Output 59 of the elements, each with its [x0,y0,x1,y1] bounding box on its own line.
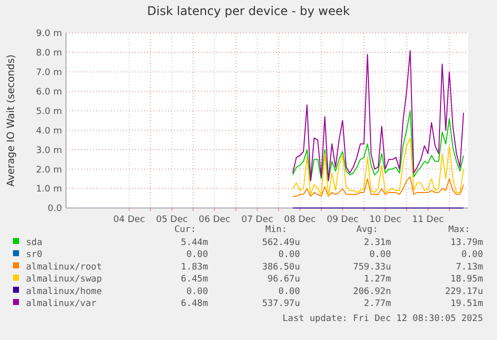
text: 0.00 [186,286,208,297]
text: 0.00 [369,250,391,260]
text: Last update: Fri Dec 12 08:30:05 2025 [282,314,483,324]
x-tick-label: 05 Dec [156,215,188,225]
text: 0.00 [278,286,300,297]
y-tick-label: 8.0 m [36,48,62,59]
y-tick-label: 4.0 m [36,126,62,136]
text: 2.77m [364,299,391,309]
legend-label: sda [26,238,42,248]
y-tick-label: 5.0 m [36,106,62,117]
chart-title: Disk latency per device - by week [147,4,350,18]
x-tick-label: 09 Dec [326,215,359,225]
legend-label: sr0 [26,250,42,260]
x-tick-label: 04 Dec [113,215,146,225]
y-tick-label: 1.0 m [36,184,62,195]
y-axis-title: Average IO Wait (seconds) [6,54,17,187]
line-series [292,50,464,182]
y-tick-label: 9.0 m [36,29,62,40]
text: Cur: [174,225,196,235]
x-tick-label: 10 Dec [369,215,402,225]
text: 386.50u [262,262,300,272]
legend-label: almalinux/root [26,262,102,272]
legend-label: almalinux/var [26,299,98,309]
x-tick-label: 11 Dec [412,215,444,225]
y-tick-label: 0.0 [48,204,62,214]
text: Min: [265,225,287,235]
text: 0.00 [278,250,300,260]
text: 2.31m [364,238,391,248]
text: Avg: [356,225,378,235]
text: 13.79m [450,238,483,248]
text: Max: [448,225,470,235]
text: 6.45m [180,274,208,285]
text: 206.92n [353,286,391,297]
text: 562.49u [262,238,300,248]
text: 1.27m [364,274,391,285]
text: 1.83m [180,262,208,272]
text: 19.51m [450,299,483,309]
text: 5.44m [180,238,208,248]
text: 6.48m [180,299,208,309]
x-tick-label: 08 Dec [284,215,316,225]
text: 0.00 [461,250,483,260]
text: 96.67u [267,274,300,285]
text: 537.97u [262,299,300,309]
x-tick-label: 06 Dec [198,215,230,225]
text: 229.17u [445,286,483,297]
legend-label: almalinux/swap [26,274,102,285]
y-tick-label: 6.0 m [36,87,62,98]
line-series [292,176,464,197]
y-tick-label: 2.0 m [36,165,62,176]
text: 7.13m [456,262,483,272]
y-tick-label: 3.0 m [36,146,62,156]
text: 0.00 [186,250,208,260]
legend-label: almalinux/home [26,286,102,297]
text: 759.33u [353,262,391,272]
y-tick-label: 7.0 m [36,68,62,78]
text: 18.95m [450,274,483,285]
x-tick-label: 07 Dec [241,215,274,225]
line-series [292,110,464,182]
line-series [292,138,464,197]
